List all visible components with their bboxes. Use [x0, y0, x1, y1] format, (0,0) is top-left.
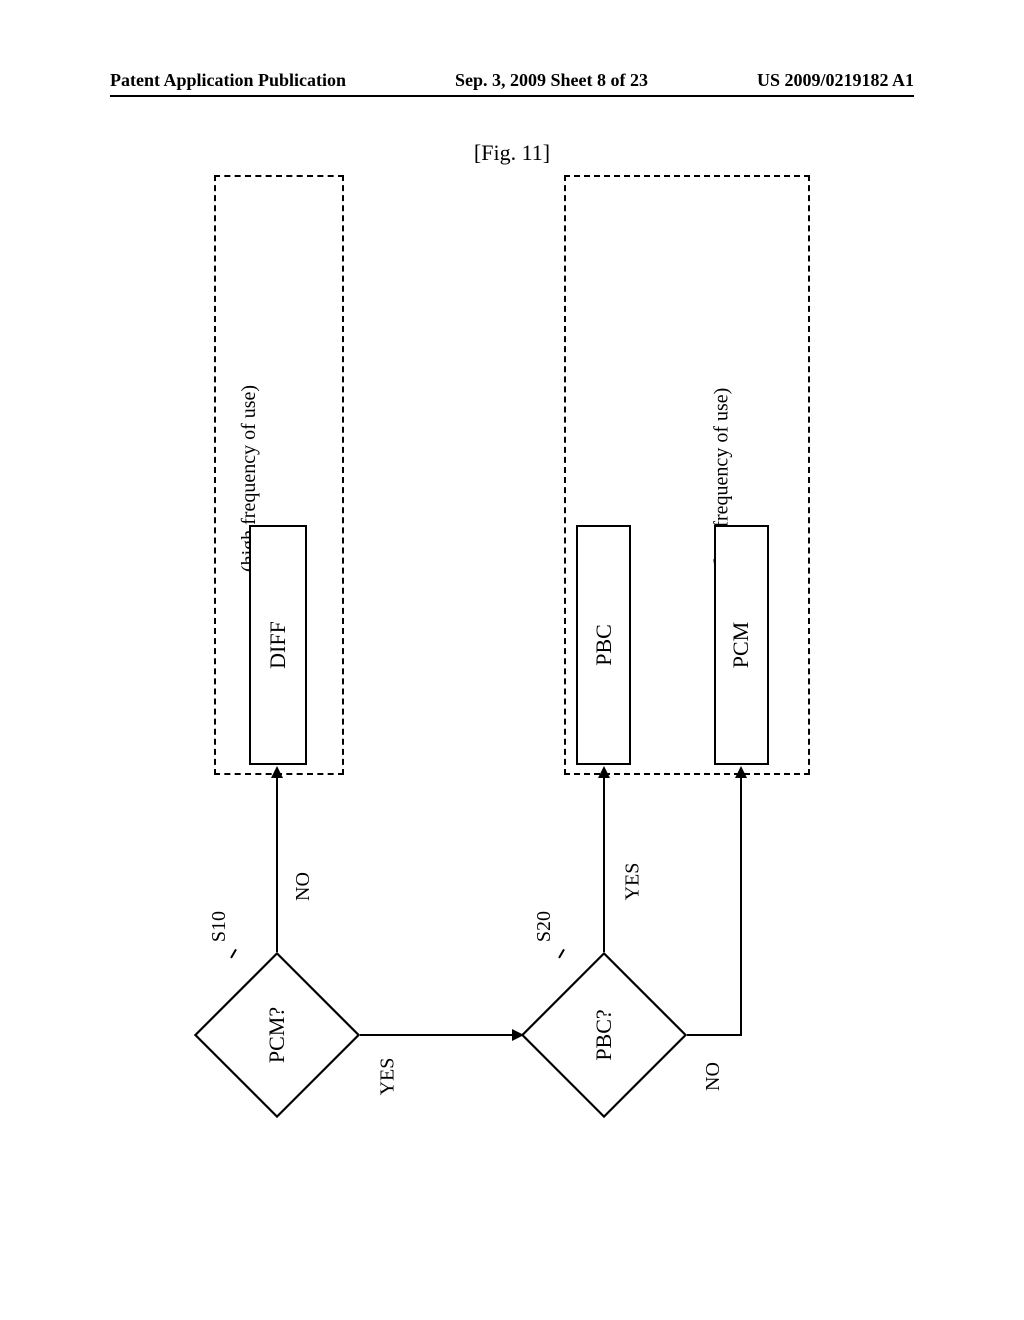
step-label-s10: S10: [208, 911, 231, 942]
header-right: US 2009/0219182 A1: [757, 70, 914, 91]
edge-d1-yes: [360, 1034, 522, 1036]
header-center: Sep. 3, 2009 Sheet 8 of 23: [455, 70, 648, 91]
edge-d2-yes: [603, 777, 605, 952]
box-pcm-label: PCM: [728, 622, 754, 668]
page-header: Patent Application Publication Sep. 3, 2…: [110, 70, 914, 91]
step-label-s20: S20: [533, 911, 556, 942]
flowchart: (high frequency of use) (low frequency o…: [214, 175, 810, 1155]
figure-number: [Fig. 11]: [474, 140, 550, 166]
edge-label-d1-yes: YES: [376, 1058, 399, 1096]
arrowhead-pbc: [598, 766, 610, 778]
arrowhead-pcm: [735, 766, 747, 778]
edge-label-d1-no: NO: [292, 872, 315, 901]
edge-d2-no-h: [687, 1034, 741, 1036]
box-diff: DIFF: [249, 525, 307, 765]
edge-d2-no-v: [740, 777, 742, 1036]
arrowhead-diff: [271, 766, 283, 778]
box-pcm: PCM: [714, 525, 769, 765]
edge-label-d2-yes: YES: [621, 863, 644, 901]
edge-d1-no: [276, 777, 278, 952]
decision-pcm-label: PCM?: [264, 1007, 290, 1063]
edge-label-d2-no: NO: [702, 1062, 725, 1091]
box-pbc-label: PBC: [591, 624, 617, 666]
box-pbc: PBC: [576, 525, 631, 765]
decision-pbc-label: PBC?: [591, 1009, 617, 1060]
arrowhead-d2: [512, 1029, 524, 1041]
box-diff-label: DIFF: [265, 621, 291, 669]
header-rule: [110, 95, 914, 97]
decision-pcm: PCM?: [192, 950, 362, 1120]
decision-pbc: PBC?: [519, 950, 689, 1120]
header-left: Patent Application Publication: [110, 70, 346, 91]
